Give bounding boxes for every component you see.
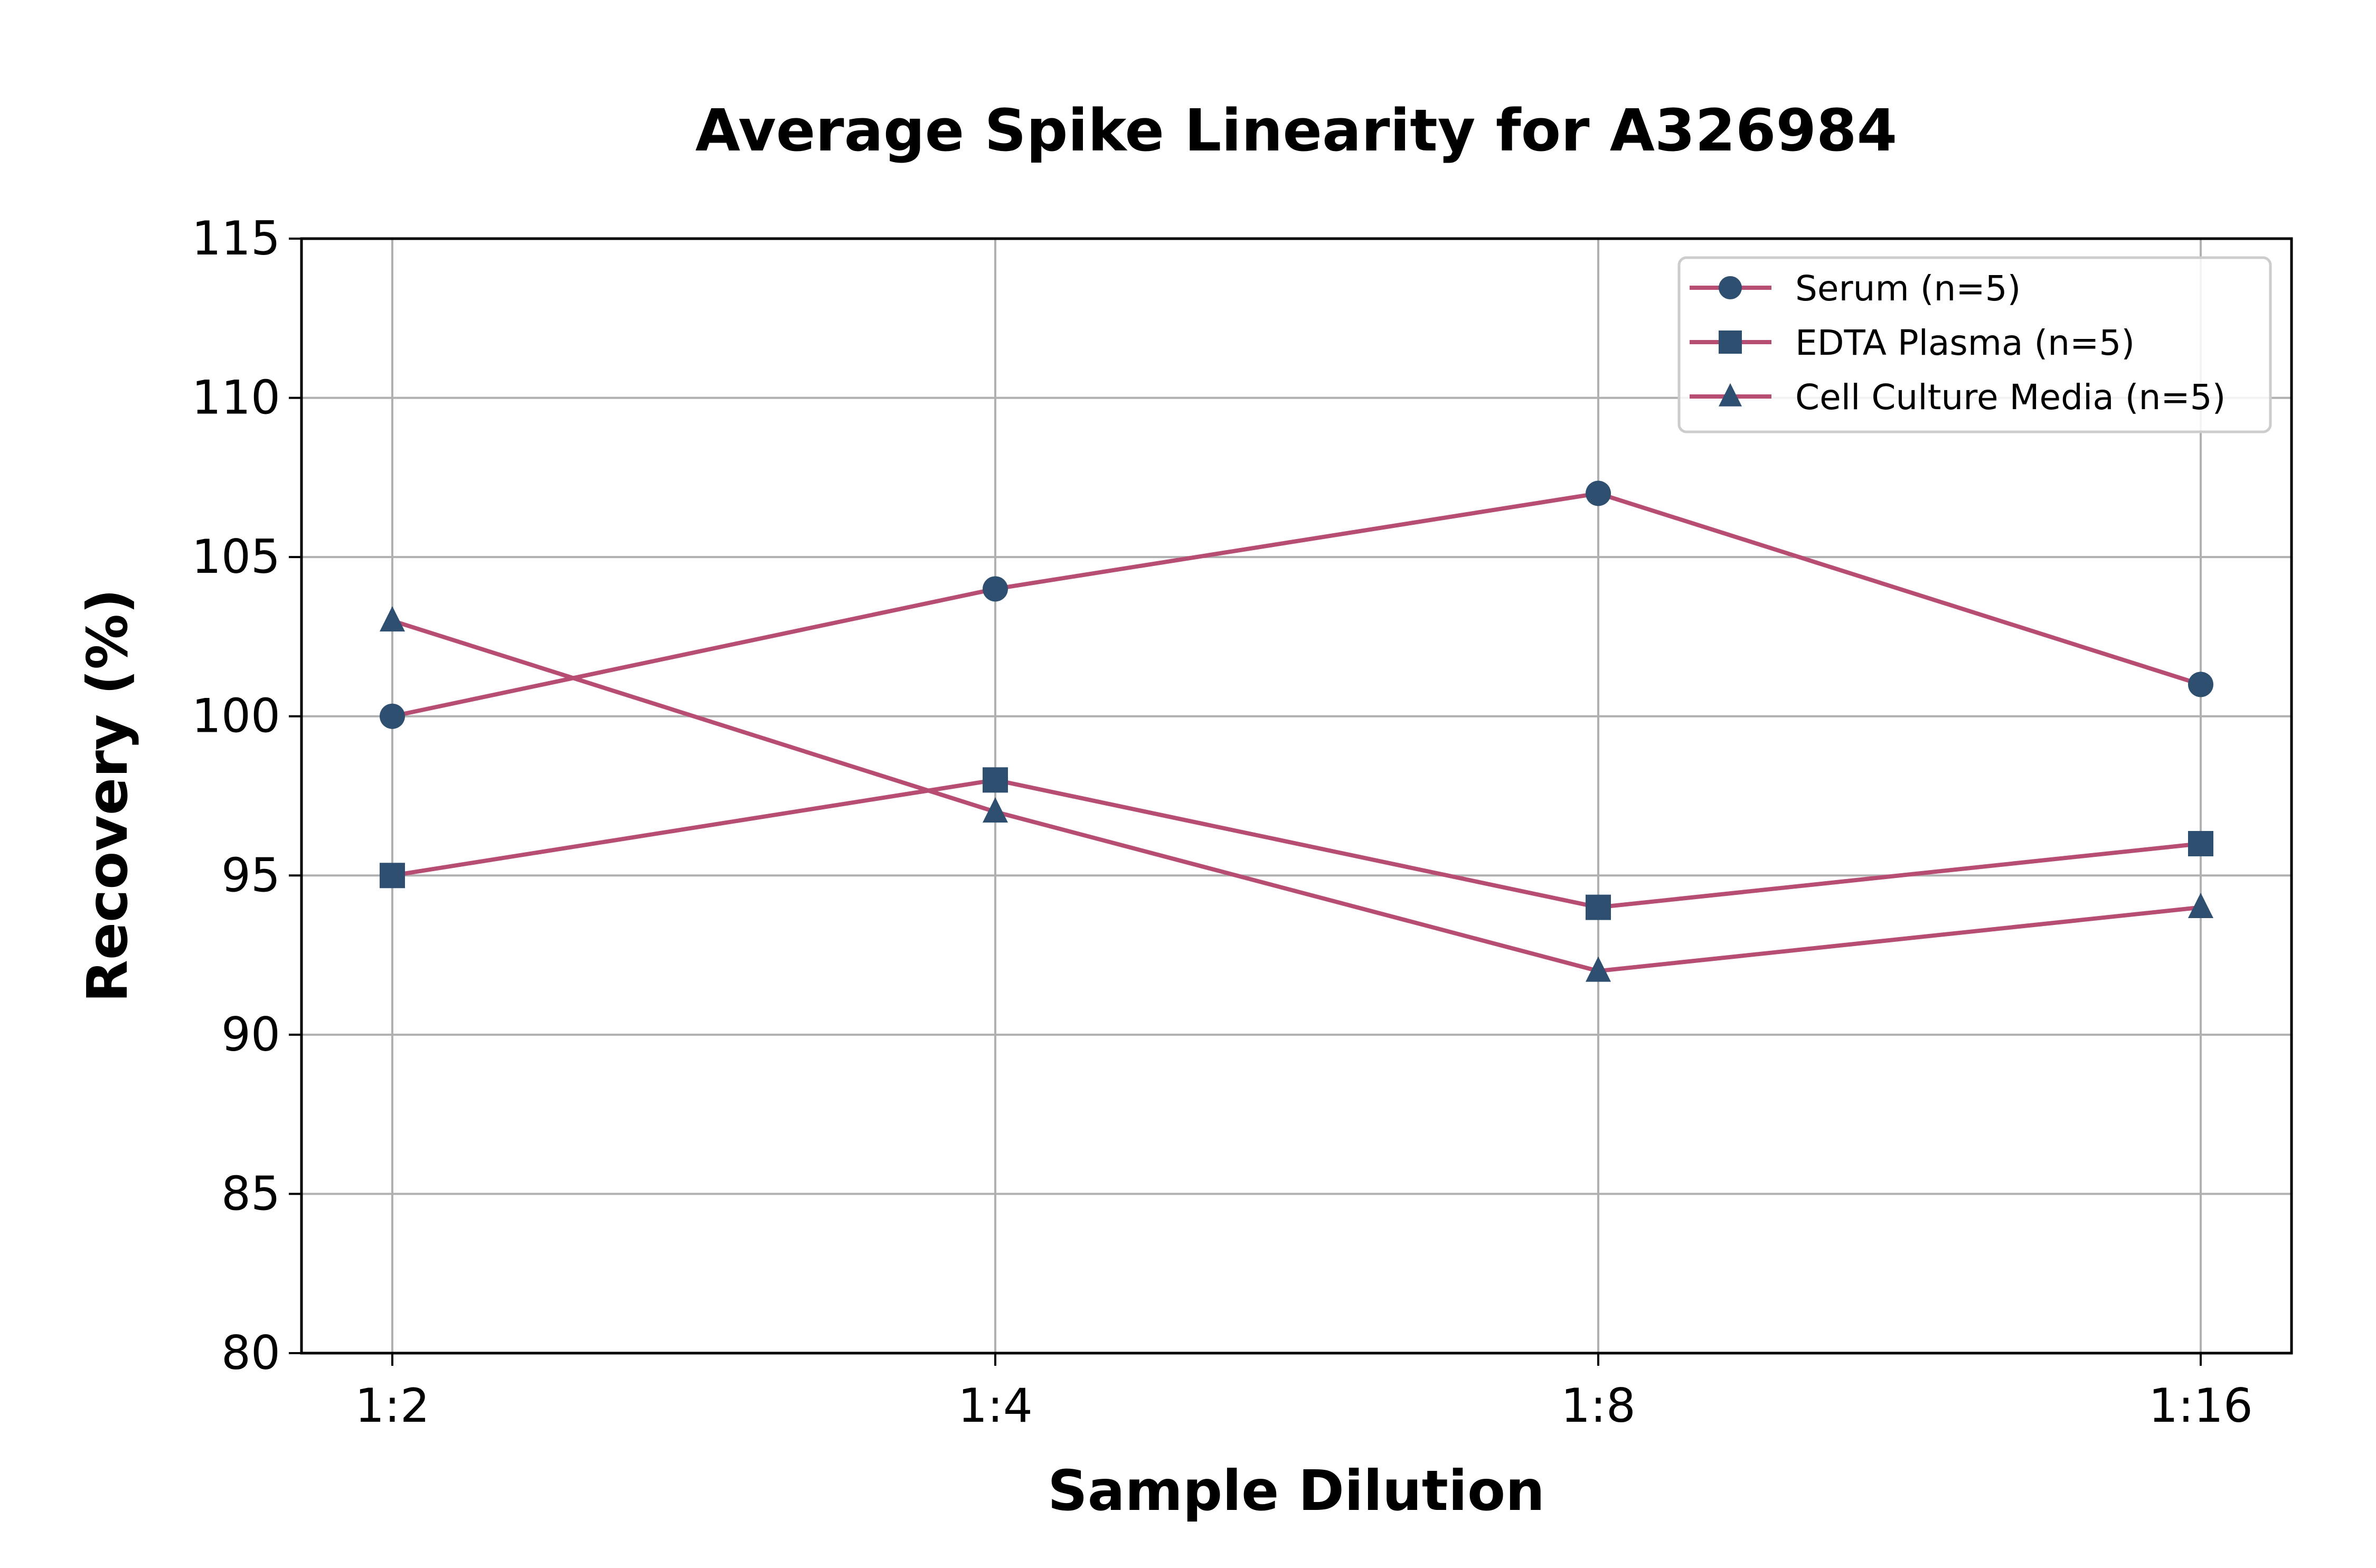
x-tick-label: 1:2	[355, 1378, 430, 1433]
series-circle	[380, 480, 2213, 729]
legend-marker-circle-icon	[1719, 276, 1742, 299]
y-tick-label: 85	[221, 1166, 280, 1221]
legend-label: Cell Culture Media (n=5)	[1795, 377, 2226, 418]
data-point	[1586, 956, 1611, 982]
x-tick-label: 1:4	[958, 1378, 1033, 1433]
data-point	[983, 767, 1008, 793]
y-tick-label: 105	[192, 530, 280, 584]
legend: Serum (n=5) EDTA Plasma (n=5) Cell Culture…	[1677, 256, 2272, 433]
y-axis: 80 85 90 95 100 105 110 115	[192, 211, 301, 1380]
x-tick-label: 1:8	[1561, 1378, 1636, 1433]
y-tick-label: 80	[221, 1326, 280, 1380]
series-line	[391, 618, 2201, 974]
y-tick-label: 110	[192, 371, 280, 425]
data-point	[2188, 830, 2213, 856]
legend-marker-square-icon	[1719, 330, 1742, 354]
y-axis-label: Recovery (%)	[76, 589, 140, 1003]
legend-marker-triangle-icon	[1719, 383, 1742, 407]
y-tick-label: 115	[192, 211, 280, 266]
y-tick-label: 100	[192, 689, 280, 743]
data-point	[1586, 894, 1611, 920]
series-square	[380, 767, 2213, 920]
legend-box	[1677, 256, 2272, 433]
chart-title: Average Spike Linearity for A326984	[695, 97, 1897, 164]
series-line	[392, 491, 2202, 719]
legend-label: Serum (n=5)	[1795, 268, 2021, 309]
data-point	[380, 863, 405, 889]
data-point	[380, 606, 405, 632]
legend-label: EDTA Plasma (n=5)	[1795, 323, 2135, 363]
data-point	[380, 703, 405, 729]
plot-frame	[300, 237, 2293, 1355]
x-axis-label: Sample Dilution	[1048, 1459, 1545, 1523]
data-point	[983, 797, 1008, 823]
data-point	[2188, 893, 2213, 918]
y-tick-label: 90	[221, 1007, 280, 1062]
data-point	[1586, 480, 1611, 506]
series-triangle	[380, 606, 2213, 982]
x-tick-label: 1:16	[2148, 1378, 2253, 1433]
series-layer	[380, 480, 2213, 982]
x-axis: 1:2 1:4 1:8 1:16	[355, 1353, 2253, 1433]
data-point	[983, 576, 1008, 602]
series-line	[392, 778, 2201, 910]
data-point	[2188, 672, 2213, 697]
y-tick-label: 95	[221, 848, 280, 902]
